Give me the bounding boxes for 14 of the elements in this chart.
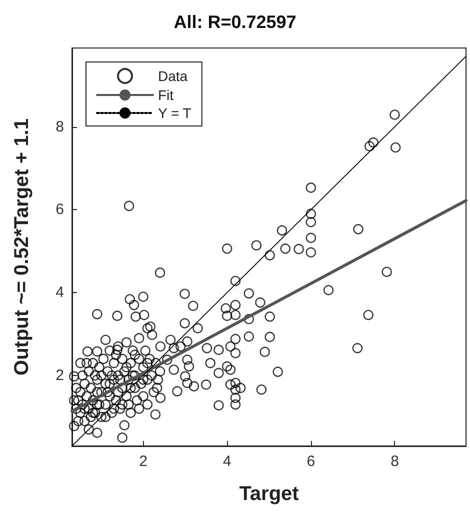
y-tick-label: 2 xyxy=(56,367,64,384)
legend-label: Y = T xyxy=(158,105,192,121)
x-tick-label: 8 xyxy=(390,453,399,470)
legend-label: Data xyxy=(158,68,188,84)
y-tick-label: 4 xyxy=(56,284,64,302)
x-tick-label: 4 xyxy=(222,453,232,470)
x-tick-label: 2 xyxy=(139,453,148,470)
x-tick-label: 6 xyxy=(306,453,316,470)
y-axis-title: Output ~= 0.52*Target + 1.1 xyxy=(11,118,33,376)
chart-title: All: R=0.72597 xyxy=(174,12,296,32)
y-tick-label: 6 xyxy=(56,201,64,218)
legend-label: Fit xyxy=(158,87,174,103)
y-tick-label: 8 xyxy=(56,118,64,136)
x-axis-title: Target xyxy=(239,483,300,505)
